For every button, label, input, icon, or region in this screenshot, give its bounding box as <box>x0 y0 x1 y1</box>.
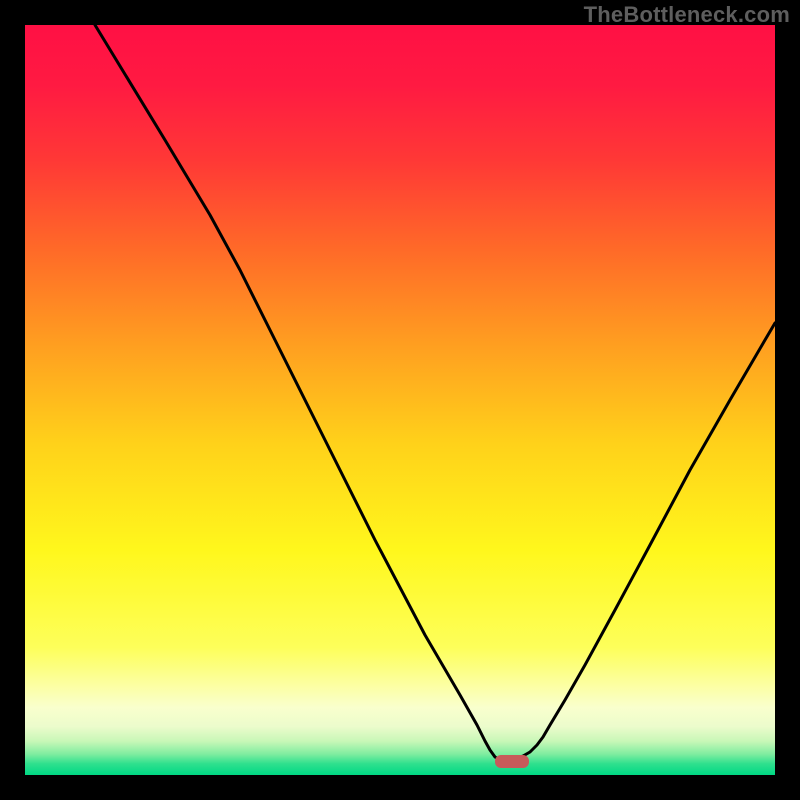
optimum-marker <box>495 755 529 768</box>
watermark-label: TheBottleneck.com <box>584 2 790 28</box>
plot-area <box>25 25 775 775</box>
bottleneck-chart <box>25 25 775 775</box>
gradient-background <box>25 25 775 775</box>
chart-frame: TheBottleneck.com <box>0 0 800 800</box>
